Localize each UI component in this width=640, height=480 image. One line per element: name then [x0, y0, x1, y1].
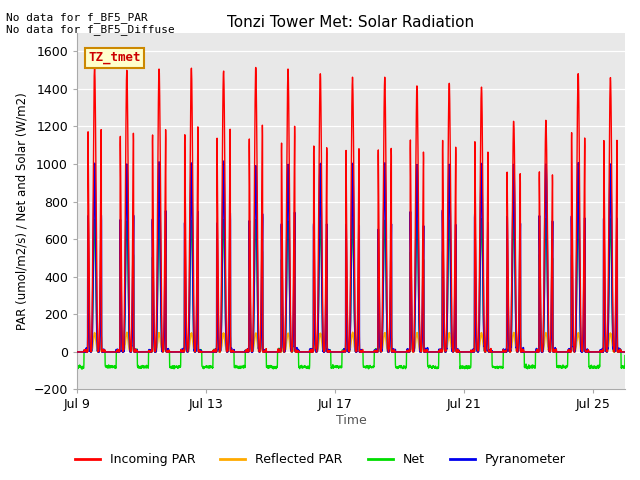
Text: No data for f_BF5_Diffuse: No data for f_BF5_Diffuse	[6, 24, 175, 35]
Title: Tonzi Tower Met: Solar Radiation: Tonzi Tower Met: Solar Radiation	[227, 15, 474, 30]
X-axis label: Time: Time	[335, 414, 366, 427]
Legend: Incoming PAR, Reflected PAR, Net, Pyranometer: Incoming PAR, Reflected PAR, Net, Pyrano…	[70, 448, 570, 471]
Text: No data for f_BF5_PAR: No data for f_BF5_PAR	[6, 12, 148, 23]
Y-axis label: PAR (umol/m2/s) / Net and Solar (W/m2): PAR (umol/m2/s) / Net and Solar (W/m2)	[15, 92, 28, 330]
Text: TZ_tmet: TZ_tmet	[88, 51, 141, 64]
